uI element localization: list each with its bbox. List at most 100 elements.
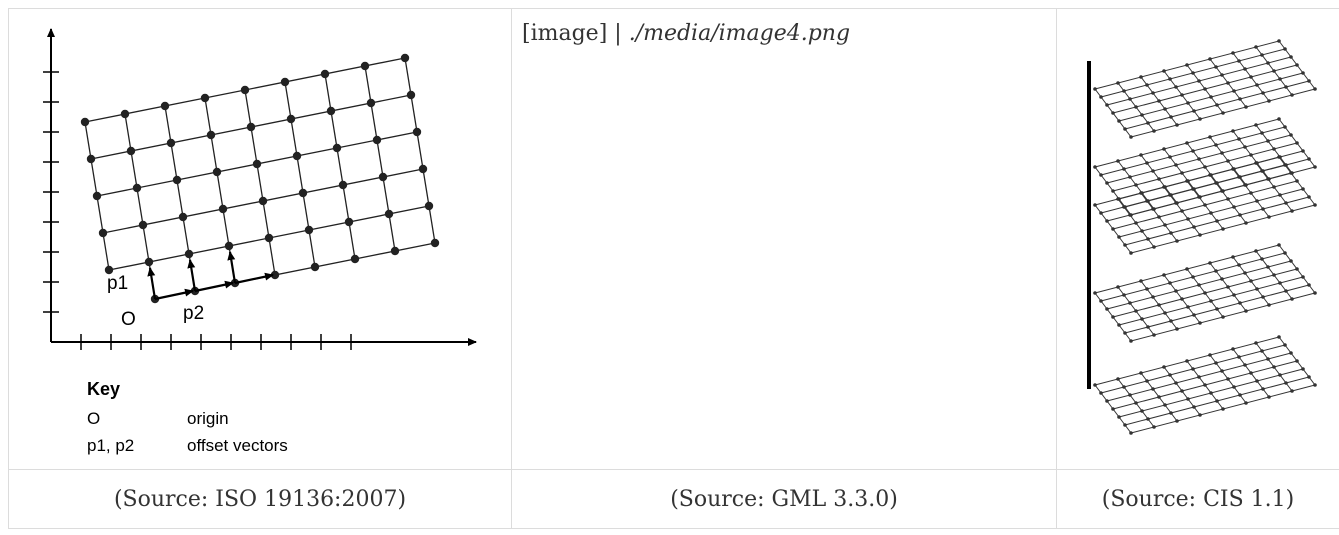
grid-point [406, 90, 416, 100]
layer-point [1192, 405, 1196, 409]
layer-point [1123, 243, 1127, 247]
layer-point [1157, 99, 1161, 103]
layer-point [1128, 393, 1132, 397]
layer-point [1152, 245, 1156, 249]
layer-point [1123, 127, 1127, 131]
grid-points [80, 53, 440, 304]
layer-point [1140, 229, 1144, 233]
layer-point [1116, 159, 1120, 163]
layer-point [1278, 193, 1282, 197]
layer-point [1272, 69, 1276, 73]
placeholder-prefix: [image] | [522, 21, 629, 46]
layer-point [1151, 91, 1155, 95]
grid-point [264, 233, 274, 243]
layer-point [1180, 93, 1184, 97]
layer-point [1123, 331, 1127, 335]
layer-point [1255, 199, 1259, 203]
p2-vector [154, 288, 194, 301]
layer-point [1163, 223, 1167, 227]
layer-point [1157, 215, 1161, 219]
layer-point [1266, 177, 1270, 181]
grid-point [326, 106, 336, 116]
layer-point [1140, 317, 1144, 321]
layer-point [1099, 391, 1103, 395]
layer-point [1203, 165, 1207, 169]
layer-point [1116, 81, 1120, 85]
layer-point [1237, 355, 1241, 359]
layer-point [1203, 203, 1207, 207]
caption-gml: (Source: GML 3.3.0) [511, 469, 1057, 529]
layer-point [1185, 267, 1189, 271]
layer-point [1151, 387, 1155, 391]
layer-point [1238, 393, 1242, 397]
layer-point [1215, 307, 1219, 311]
layer-point [1289, 351, 1293, 355]
layer-point [1123, 423, 1127, 427]
layer-point [1209, 391, 1213, 395]
layer-point [1152, 129, 1156, 133]
layer-point [1198, 117, 1202, 121]
layer-point [1145, 379, 1149, 383]
layer-point [1238, 301, 1242, 305]
layer-point [1197, 79, 1201, 83]
grid-point [98, 228, 108, 238]
layer-point [1152, 333, 1156, 337]
grid-point [172, 175, 182, 185]
grid-point [378, 172, 388, 182]
layer-point [1208, 57, 1212, 61]
layer-point [1197, 375, 1201, 379]
layer-point [1226, 81, 1230, 85]
layer-point [1283, 125, 1287, 129]
rectified-grid-diagram: p1 O p2 Key O origin p1, p2 offset vecto… [43, 28, 477, 455]
layer-point [1214, 143, 1218, 147]
grid-point [304, 225, 314, 235]
layer-point [1283, 163, 1287, 167]
layer-point [1163, 311, 1167, 315]
p2-label: p2 [183, 303, 204, 324]
grid-point [120, 109, 130, 119]
layer-point [1313, 87, 1317, 91]
figure-table: p1 O p2 Key O origin p1, p2 offset vecto… [8, 8, 1339, 529]
grid-point [430, 238, 440, 248]
layer-point [1140, 409, 1144, 413]
layer-point [1168, 193, 1172, 197]
layer-point [1186, 101, 1190, 105]
layer-point [1134, 401, 1138, 405]
layer-point [1221, 111, 1225, 115]
p2-vector-repeat [194, 280, 234, 293]
grid-column-line [244, 89, 276, 276]
grid-point [178, 212, 188, 222]
layer-point [1254, 249, 1258, 253]
layer-point [1116, 285, 1120, 289]
layer-point [1122, 293, 1126, 297]
layer-point [1221, 407, 1225, 411]
layer-point [1116, 377, 1120, 381]
layer-point [1226, 197, 1230, 201]
layer-point [1139, 279, 1143, 283]
layer-point [1301, 187, 1305, 191]
layer-point [1301, 367, 1305, 371]
layer-point [1214, 361, 1218, 365]
layer-point [1192, 313, 1196, 317]
layer-point [1099, 211, 1103, 215]
layer-point [1174, 381, 1178, 385]
layer-point [1093, 383, 1097, 387]
layer-point [1290, 297, 1294, 301]
layer-point [1168, 77, 1172, 81]
grid-point [384, 209, 394, 219]
grid-point [424, 201, 434, 211]
layer-point [1140, 113, 1144, 117]
layer-point [1220, 151, 1224, 155]
layer-point [1231, 167, 1235, 171]
layer-point [1226, 377, 1230, 381]
layer-point [1186, 305, 1190, 309]
layer-point [1261, 91, 1265, 95]
layer-point [1129, 431, 1133, 435]
layer-point [1180, 209, 1184, 213]
layer-point [1255, 287, 1259, 291]
layer-point [1307, 195, 1311, 199]
layer-point [1198, 233, 1202, 237]
layer-point [1174, 163, 1178, 167]
layer-point [1214, 65, 1218, 69]
grid-point [184, 249, 194, 259]
